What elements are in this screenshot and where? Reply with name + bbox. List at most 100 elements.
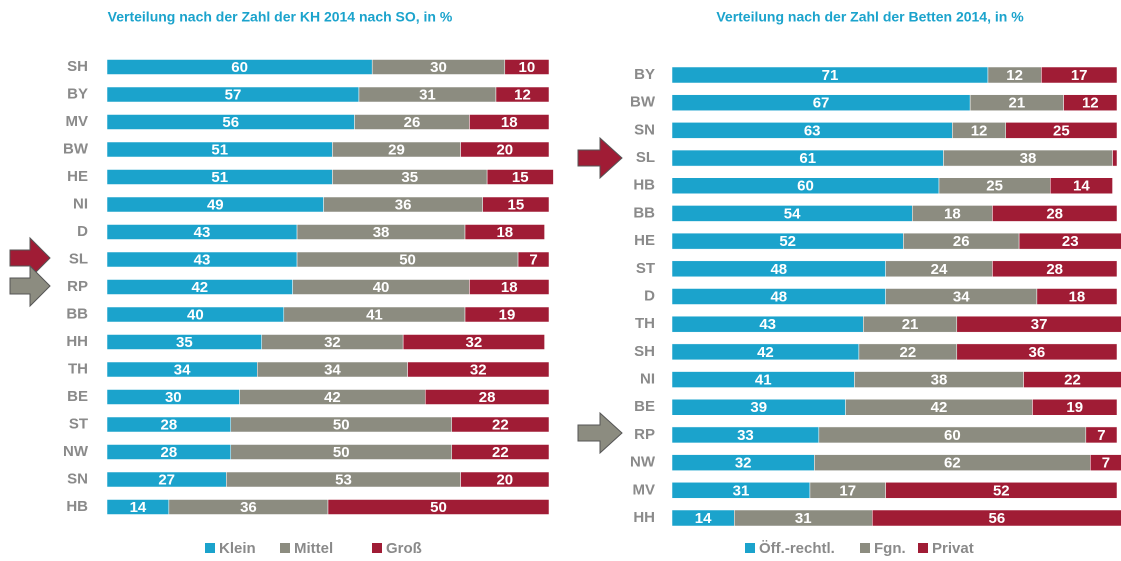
category-label: BW [630,94,656,111]
value-label: 25 [986,178,1003,195]
bar-segment [885,482,1118,499]
legend-swatch [205,543,215,553]
bar-segment [517,251,550,268]
value-label: 20 [496,471,513,488]
category-label: NI [640,371,655,388]
category-label: BB [633,204,655,221]
value-label: 36 [240,499,257,516]
value-label: 31 [795,510,812,527]
value-label: 48 [770,261,787,278]
value-label: 36 [395,196,412,213]
value-label: 28 [479,389,496,406]
value-label: 14 [130,499,147,516]
legend-swatch [745,543,755,553]
category-label: ST [69,415,88,432]
value-label: 57 [225,86,242,103]
legend-swatch [372,543,382,553]
bar-segment [1063,94,1118,111]
bar-segment [992,205,1118,222]
value-label: 34 [174,361,191,378]
bar-segment [451,444,550,460]
bar-segment [407,361,550,378]
bar-segment [469,114,550,130]
value-label: 28 [1046,205,1063,222]
category-label: ST [636,260,655,277]
category-label: BB [66,305,88,322]
value-label: 38 [931,372,948,389]
legend-label: Privat [932,540,974,557]
legend-label: Mittel [294,540,333,557]
value-label: 32 [324,334,341,351]
bar-segment [1090,454,1121,471]
value-label: 56 [222,114,239,131]
value-label: 26 [404,114,421,131]
value-label: 21 [902,316,919,333]
value-label: 42 [324,389,341,406]
value-label: 42 [757,344,774,361]
value-label: 38 [1020,150,1037,167]
value-label: 43 [194,251,211,268]
legend-label: Fgn. [874,540,906,557]
value-label: 62 [944,455,961,472]
value-label: 18 [501,279,518,296]
bar-segment [1023,371,1121,388]
value-label: 50 [333,416,350,433]
bar-segment [504,59,550,75]
value-label: 18 [496,224,513,241]
bar-segment [464,306,550,323]
value-label: 63 [804,122,821,139]
bar-segment [872,509,1121,527]
value-label: 18 [944,205,961,222]
value-label: 25 [1053,122,1070,139]
value-label: 31 [733,482,750,499]
bar-segment [460,141,550,158]
value-label: 30 [165,389,182,406]
bar-segment [451,416,550,433]
value-label: 30 [430,59,447,76]
category-label: HH [633,509,655,526]
value-label: 20 [496,141,513,158]
category-label: HB [66,498,88,515]
category-label: MV [66,113,89,130]
category-label: RP [634,426,655,443]
value-label: 52 [993,482,1010,499]
value-label: 31 [419,86,436,103]
chart-title: Verteilung nach der Zahl der KH 2014 nac… [108,9,453,25]
bar-segment [956,343,1118,361]
legend-label: Öff.-rechtl. [759,540,835,557]
value-label: 19 [499,306,516,323]
category-label: SN [67,470,88,487]
category-label: TH [68,360,88,377]
value-label: 17 [839,482,856,499]
value-label: 36 [1029,344,1046,361]
bar-segment [956,315,1121,333]
category-label: BY [67,85,88,102]
category-label: RP [67,278,88,295]
legend-swatch [860,543,870,553]
value-label: 26 [953,233,970,250]
value-label: 51 [211,141,228,158]
legend-label: Groß [386,540,422,557]
value-label: 32 [470,361,487,378]
value-label: 12 [971,122,988,139]
category-label: NW [630,454,656,471]
value-label: 54 [784,205,801,222]
bar-segment [327,499,550,515]
category-label: SH [67,58,88,75]
value-label: 60 [944,427,961,444]
value-label: 60 [231,59,248,76]
value-label: 67 [813,95,830,112]
value-label: 60 [797,178,814,195]
legend-label: Klein [219,540,256,557]
value-label: 41 [366,306,383,323]
value-label: 50 [399,251,416,268]
value-label: 14 [695,510,712,527]
bar-segment [1050,177,1113,194]
bar-segment [1041,66,1118,84]
bar-segment [1036,288,1118,305]
value-label: 61 [799,150,816,167]
value-label: 19 [1066,399,1083,416]
bar-segment [402,334,545,350]
category-label: BW [63,140,89,157]
